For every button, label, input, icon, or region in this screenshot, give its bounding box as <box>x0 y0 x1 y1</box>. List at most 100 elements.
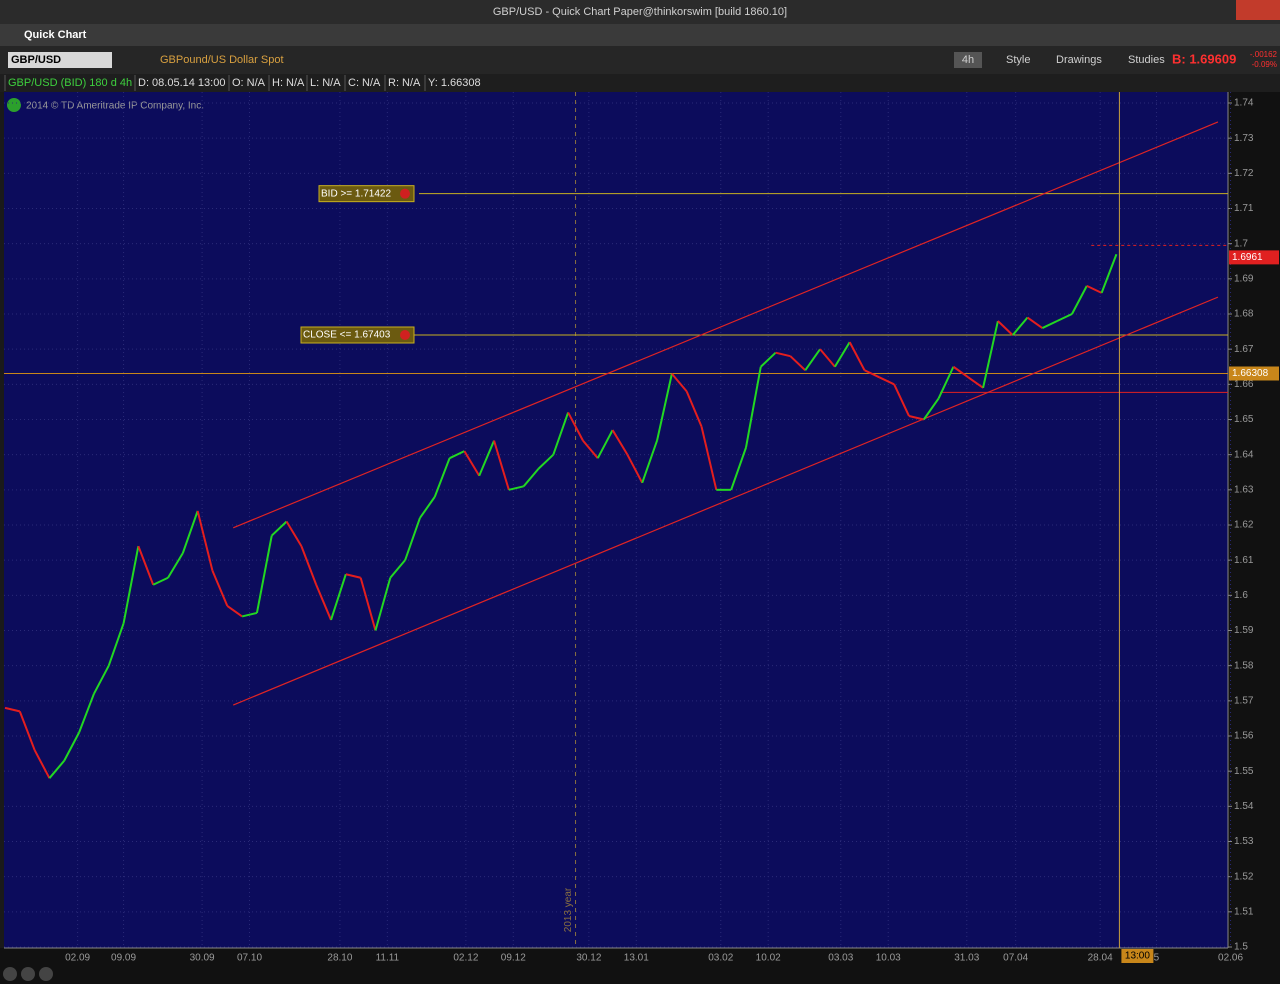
zoom-controls <box>3 967 53 981</box>
price-segment <box>285 520 303 547</box>
x-tick-label: 30.09 <box>190 953 215 964</box>
price-segment <box>18 711 36 751</box>
x-axis-area <box>0 948 1280 984</box>
price-segment <box>33 749 51 779</box>
x-tick-label: 07.04 <box>1003 953 1028 964</box>
change: -.00162 <box>1250 50 1278 59</box>
alert-label: CLOSE <= 1.67403 <box>303 330 391 341</box>
alert-remove[interactable] <box>400 188 410 199</box>
price-segment <box>848 341 866 371</box>
price-marker <box>1229 250 1279 265</box>
info-field: R: N/A <box>388 77 421 89</box>
price-segment <box>1071 285 1088 315</box>
alert-remove[interactable] <box>400 329 410 340</box>
x-tick-label: 11.11 <box>376 953 400 964</box>
zoom-in-button[interactable] <box>21 967 35 981</box>
price-segment <box>1100 253 1118 294</box>
price-segment <box>908 415 925 421</box>
aggregation-button[interactable] <box>954 52 982 68</box>
price-segment <box>330 573 347 621</box>
price-segment <box>789 355 806 371</box>
y-tick-label: 1.57 <box>1234 695 1254 706</box>
x-tick-label: 02.06 <box>1218 953 1243 964</box>
drawings-button[interactable]: Drawings <box>1056 54 1102 66</box>
price-segment <box>922 397 940 421</box>
price-segment <box>760 351 777 368</box>
price-segment <box>78 693 95 733</box>
price-segment <box>997 320 1014 336</box>
price-segment <box>1086 284 1103 294</box>
y-tick-label: 1.68 <box>1234 309 1254 320</box>
price-segment <box>271 520 288 537</box>
logo <box>7 98 21 112</box>
y-tick-label: 1.7 <box>1234 238 1248 249</box>
price-segment <box>967 376 984 389</box>
price-segment <box>345 573 361 579</box>
title-bar <box>0 0 1280 24</box>
x-tick-label: 5 <box>1154 953 1160 964</box>
info-field: C: N/A <box>348 77 381 89</box>
cursor-box <box>1121 949 1154 963</box>
y-tick-label: 1.72 <box>1234 168 1254 179</box>
price-segment <box>404 517 421 561</box>
info-field: H: N/A <box>272 77 305 89</box>
info-row <box>0 74 1280 92</box>
change-pct: -0.09% <box>1252 60 1277 69</box>
y-tick-label: 1.62 <box>1234 520 1254 531</box>
x-tick-label: 31.03 <box>954 953 979 964</box>
style-button[interactable]: Style <box>1006 54 1030 66</box>
y-tick-label: 1.56 <box>1234 731 1254 742</box>
price-segment <box>685 390 703 427</box>
price-segment <box>48 759 66 779</box>
price-segment <box>804 348 821 371</box>
x-tick-label: 02.09 <box>65 953 90 964</box>
price-marker-label: 1.6961 <box>1232 252 1263 263</box>
price-segment <box>864 369 880 379</box>
price-segment <box>775 351 791 358</box>
x-tick-label: 03.03 <box>828 953 853 964</box>
price-segment <box>671 373 688 393</box>
price-segment <box>226 605 243 618</box>
symbol-box[interactable] <box>8 52 112 68</box>
info-field: GBP/USD (BID) 180 d 4h <box>8 77 132 89</box>
x-tick-label: 13.01 <box>624 953 649 964</box>
info-field: L: N/A <box>310 77 341 89</box>
price-segment <box>359 577 377 631</box>
zoom-button[interactable] <box>3 967 17 981</box>
copyright: 2014 © TD Ameritrade IP Company, Inc. <box>26 101 204 112</box>
y-tick-label: 1.71 <box>1234 203 1254 214</box>
price-segment <box>1026 316 1043 329</box>
y-tick-label: 1.54 <box>1234 801 1254 812</box>
y-tick-label: 1.61 <box>1234 555 1254 566</box>
x-tick-label: 07.10 <box>237 953 262 964</box>
price-segment <box>137 545 155 586</box>
price-segment <box>834 341 851 368</box>
bid-price: B: 1.69609 <box>1172 51 1236 66</box>
zoom-out-button[interactable] <box>39 967 53 981</box>
y-tick-label: 1.51 <box>1234 906 1254 917</box>
symbol: GBP/USD <box>11 54 61 66</box>
price-segment <box>300 545 318 586</box>
y-tick-label: 1.5 <box>1234 942 1248 953</box>
price-segment <box>478 440 495 477</box>
x-tick-label: 09.09 <box>111 953 136 964</box>
alert-box <box>300 326 415 344</box>
price-segment <box>211 570 229 607</box>
panel-bar <box>0 24 1280 46</box>
price-segment <box>4 706 21 713</box>
price-segment <box>493 440 510 491</box>
y-tick-label: 1.63 <box>1234 484 1254 495</box>
y-tick-label: 1.64 <box>1234 449 1254 460</box>
x-tick-label: 30.12 <box>576 953 601 964</box>
studies-button[interactable]: Studies <box>1128 54 1165 66</box>
price-segment <box>819 348 836 368</box>
price-segment <box>952 365 969 379</box>
x-tick-label: 28.10 <box>327 953 352 964</box>
alert-label: BID >= 1.71422 <box>321 188 391 199</box>
price-segment <box>1011 316 1029 336</box>
close-button[interactable] <box>1236 0 1280 20</box>
y-tick-label: 1.55 <box>1234 766 1254 777</box>
y-tick-label: 1.59 <box>1234 625 1254 636</box>
price-segment <box>315 584 332 621</box>
price-segment <box>389 559 406 579</box>
